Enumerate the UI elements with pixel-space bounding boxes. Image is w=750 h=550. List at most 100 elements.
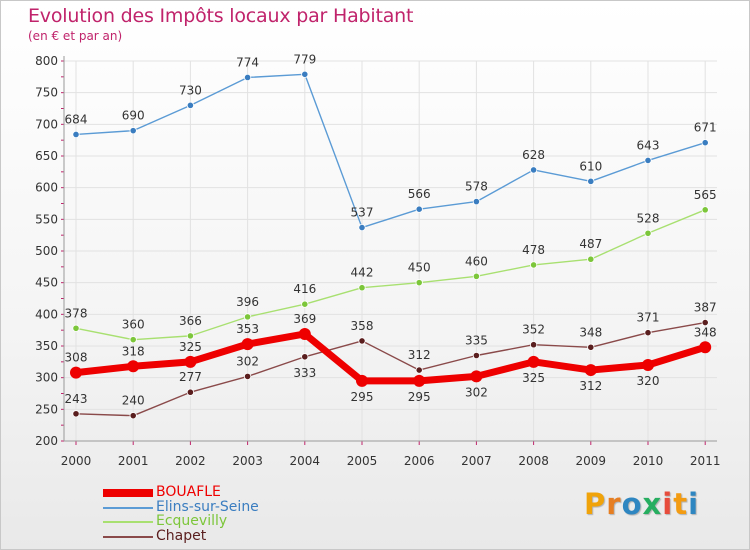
series-line-bouafle [72, 330, 709, 385]
y-tick-label: 200 [35, 434, 58, 448]
data-point-ecquevilly [72, 324, 80, 332]
data-label-chapet: 335 [465, 334, 488, 348]
y-tick-label: 250 [35, 402, 58, 416]
data-label-chapet: 348 [579, 325, 602, 339]
data-label-elins-sur-seine: 566 [408, 187, 431, 201]
data-label-chapet: 352 [522, 323, 545, 337]
data-point-elins-sur-seine [415, 205, 423, 213]
legend-swatch [103, 535, 153, 538]
legend-swatch [103, 521, 153, 523]
proxiti-logo: Proxiti [584, 487, 699, 521]
y-tick-label: 550 [35, 212, 58, 226]
data-point-elins-sur-seine [587, 177, 595, 185]
data-point-chapet [358, 337, 366, 345]
data-point-chapet [529, 341, 538, 349]
series-line-elins-sur-seine [75, 73, 706, 229]
data-label-bouafle: 295 [408, 390, 431, 404]
y-tick-label: 300 [35, 371, 58, 385]
chart-subtitle: (en € et par an) [28, 29, 123, 43]
data-point-ecquevilly [415, 279, 423, 287]
data-label-ecquevilly: 366 [179, 314, 202, 328]
x-tick-label: 2006 [404, 454, 435, 468]
data-point-chapet [644, 329, 652, 337]
data-label-chapet: 302 [236, 354, 259, 368]
data-label-ecquevilly: 416 [293, 282, 316, 296]
x-axis-ticks: 2000 2001 2002 2003 2004 2005 2006 2007 2008 2009… [61, 454, 721, 468]
data-label-bouafle: 312 [579, 379, 602, 393]
data-label-bouafle: 302 [465, 385, 488, 399]
data-point-elins-sur-seine [244, 73, 252, 82]
data-point-ecquevilly [529, 261, 538, 269]
data-label-elins-sur-seine: 779 [293, 52, 316, 66]
data-label-elins-sur-seine: 537 [351, 206, 374, 220]
data-point-elins-sur-seine [644, 156, 652, 165]
data-point-bouafle [470, 370, 483, 383]
chart-title: Evolution des Impôts locaux par Habitant [28, 5, 414, 27]
data-label-ecquevilly: 487 [579, 237, 602, 251]
data-label-chapet: 387 [694, 301, 717, 315]
data-point-bouafle [642, 359, 654, 371]
series-line-chapet [75, 321, 706, 417]
y-tick-label: 400 [35, 307, 58, 321]
data-label-ecquevilly: 450 [408, 261, 431, 275]
logo-letter: r [606, 487, 622, 521]
legend-label: Elins-sur-Seine [156, 498, 259, 515]
x-tick-label: 2011 [690, 454, 721, 468]
data-label-chapet: 243 [65, 392, 88, 406]
data-point-chapet [701, 318, 709, 327]
series-line-ecquevilly [75, 209, 706, 341]
logo-letter: P [584, 487, 607, 521]
data-label-elins-sur-seine: 730 [179, 83, 202, 97]
data-point-chapet [587, 343, 595, 351]
data-point-ecquevilly [186, 332, 194, 340]
legend-swatch [103, 489, 153, 497]
data-point-ecquevilly [587, 255, 595, 263]
y-axis-ticks: 200 250 300 350 400 450 500 550 600 650 700 750 800 [35, 54, 58, 448]
data-point-elins-sur-seine [129, 127, 137, 135]
y-tick-label: 600 [35, 181, 58, 195]
data-point-bouafle [184, 355, 197, 368]
data-label-bouafle: 369 [293, 312, 316, 326]
data-label-chapet: 333 [293, 366, 316, 380]
data-label-elins-sur-seine: 684 [65, 112, 88, 126]
data-label-bouafle: 295 [351, 390, 374, 404]
data-point-bouafle [70, 366, 82, 379]
data-point-bouafle [413, 374, 426, 387]
logo-letter: t [673, 487, 689, 521]
data-point-bouafle [241, 338, 254, 351]
data-label-ecquevilly: 378 [65, 306, 88, 320]
data-point-bouafle [584, 364, 597, 377]
data-point-bouafle [127, 360, 140, 373]
logo-letter: o [621, 487, 643, 521]
data-label-bouafle: 318 [122, 344, 145, 358]
data-label-elins-sur-seine: 610 [579, 159, 602, 173]
logo-letter: i [662, 487, 674, 521]
data-label-elins-sur-seine: 774 [236, 55, 259, 69]
data-point-elins-sur-seine [472, 198, 480, 206]
data-label-ecquevilly: 442 [351, 266, 374, 280]
y-tick-label: 500 [35, 244, 58, 258]
data-label-elins-sur-seine: 643 [637, 138, 660, 152]
data-label-ecquevilly: 565 [694, 188, 717, 202]
y-tick-label: 650 [35, 149, 58, 163]
data-label-chapet: 312 [408, 348, 431, 362]
data-point-elins-sur-seine [529, 166, 538, 174]
data-point-chapet [129, 412, 137, 420]
data-point-bouafle [356, 374, 368, 387]
x-tick-label: 2005 [347, 454, 378, 468]
data-label-elins-sur-seine: 578 [465, 180, 488, 194]
data-point-elins-sur-seine [301, 70, 309, 78]
x-tick-label: 2001 [118, 454, 149, 468]
y-tick-label: 800 [35, 54, 58, 68]
data-label-chapet: 240 [122, 394, 145, 408]
legend-label: BOUAFLE [156, 484, 221, 500]
data-label-chapet: 358 [351, 319, 374, 333]
x-tick-label: 2004 [290, 454, 321, 468]
legend-swatch [103, 506, 153, 509]
data-label-chapet: 277 [179, 370, 202, 384]
x-tick-label: 2010 [633, 454, 664, 468]
data-point-bouafle [298, 327, 311, 340]
data-label-bouafle: 308 [65, 351, 88, 365]
data-point-ecquevilly [301, 300, 309, 308]
